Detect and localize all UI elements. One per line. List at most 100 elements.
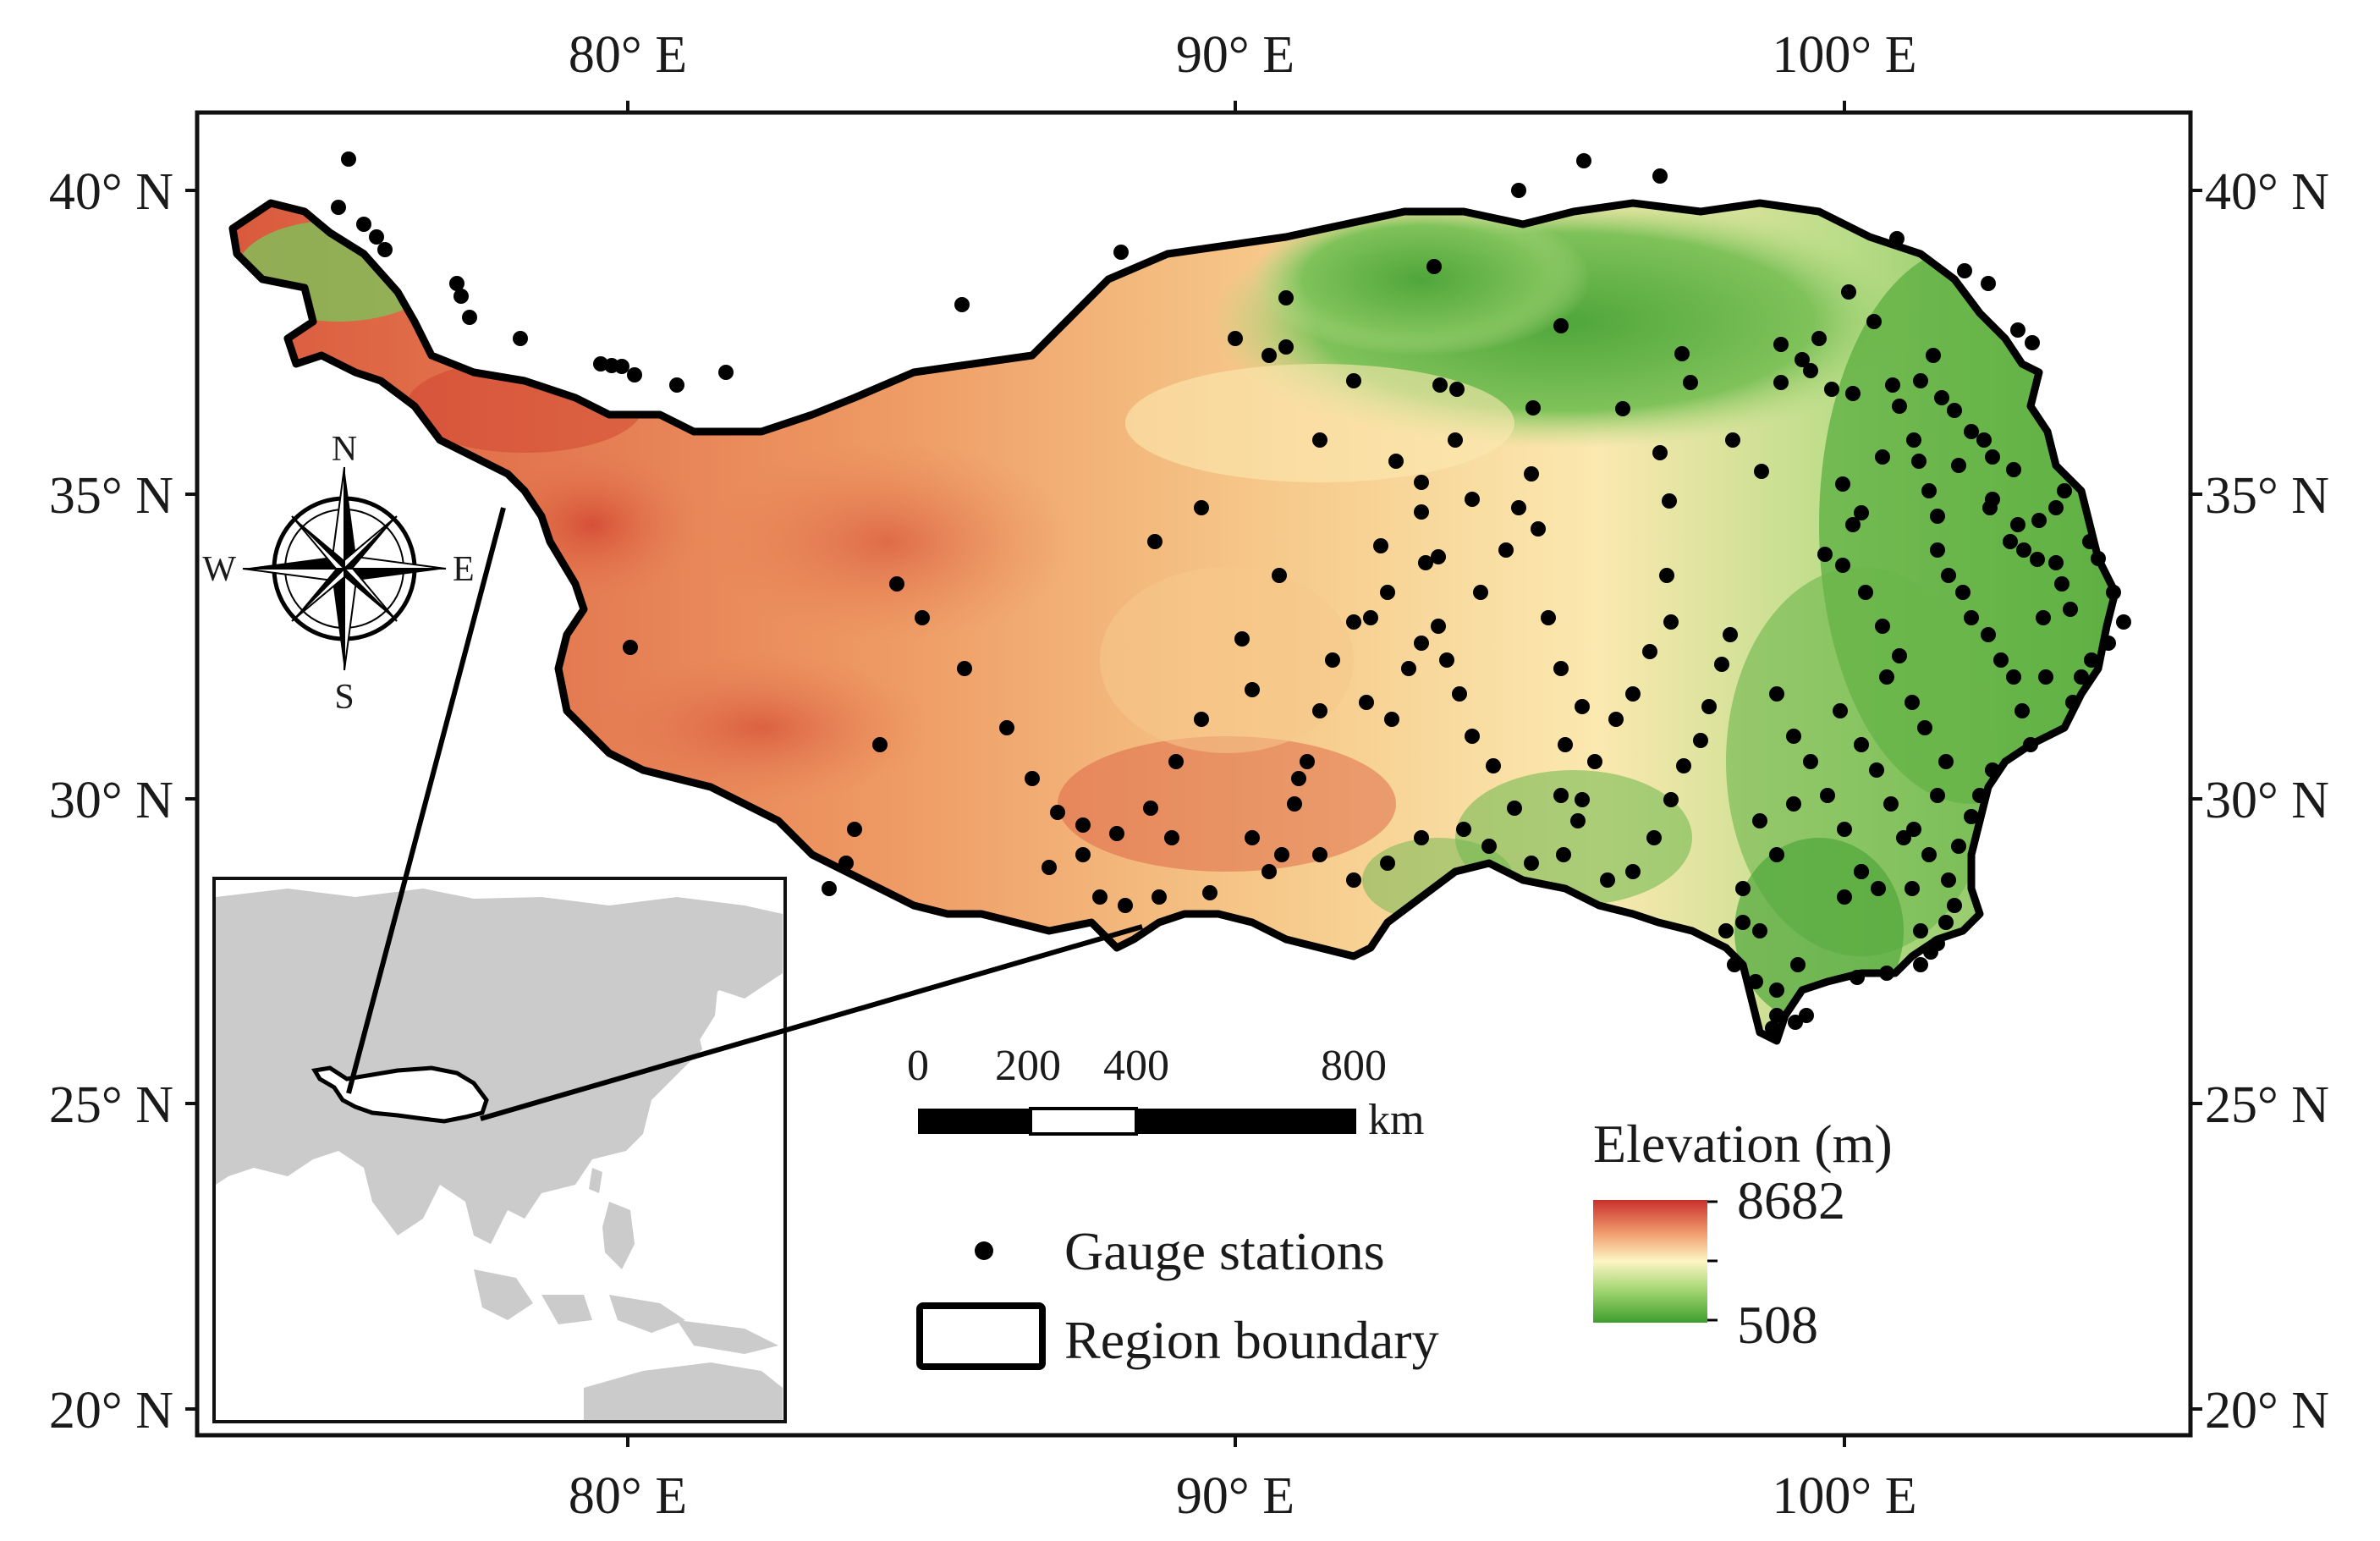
- gauge-station: [1803, 363, 1818, 378]
- gauge-station: [1278, 339, 1294, 355]
- gauge-station: [1917, 720, 1932, 735]
- gauge-station: [1346, 373, 1361, 388]
- compass-north-label: N: [332, 430, 357, 469]
- gauge-station: [1625, 864, 1641, 879]
- gauge-station: [2054, 576, 2069, 592]
- gauge-station: [1934, 390, 1949, 405]
- elevation-color-ramp: [1593, 1200, 1707, 1323]
- gauge-station: [1431, 549, 1446, 564]
- gauge-station: [1278, 290, 1294, 305]
- gauge-station: [1930, 788, 1945, 803]
- gauge-station: [1790, 957, 1806, 972]
- gauge-station: [1234, 631, 1250, 647]
- gauge-station: [2006, 669, 2021, 685]
- gauge-station: [1558, 737, 1573, 752]
- gauge-station: [669, 377, 684, 393]
- gauge-station: [2036, 610, 2051, 625]
- gauge-station: [1426, 259, 1442, 274]
- gauge-station: [1245, 682, 1260, 697]
- gauge-station: [1985, 492, 2000, 507]
- lat-label-right: 40° N: [2205, 163, 2329, 221]
- gauge-station: [1841, 284, 1856, 300]
- gauge-station: [1854, 864, 1869, 879]
- compass-rose: N S E W: [202, 430, 474, 717]
- scale-label-0: 0: [907, 1042, 929, 1090]
- gauge-station: [1325, 652, 1340, 668]
- gauge-station: [1274, 847, 1289, 862]
- gauge-stations: [331, 151, 2131, 1036]
- lat-label-left: 35° N: [49, 467, 173, 525]
- gauge-station: [369, 229, 384, 245]
- gauge-station: [1754, 464, 1769, 479]
- gauge-station: [1486, 758, 1501, 773]
- legend-boundary-label: Region boundary: [1064, 1310, 1439, 1370]
- inset-plateau: [311, 1065, 489, 1124]
- gauge-station: [957, 661, 972, 676]
- gauge-station: [1524, 856, 1539, 871]
- gauge-station: [1113, 245, 1129, 260]
- gauge-station: [1050, 805, 1065, 820]
- gauge-station: [1748, 974, 1763, 989]
- gauge-station: [1817, 547, 1833, 562]
- gauge-station: [2030, 552, 2045, 567]
- lon-label-top: 80° E: [569, 26, 687, 84]
- gauge-station: [1507, 801, 1522, 816]
- gauge-station: [1414, 830, 1429, 845]
- inset-map: [212, 877, 787, 1423]
- gauge-station: [1663, 614, 1679, 630]
- gauge-station: [1164, 830, 1179, 845]
- gauge-station: [1957, 263, 1972, 278]
- gauge-station: [1905, 695, 1920, 710]
- gauge-station: [2082, 534, 2097, 549]
- lon-label-bottom: 90° E: [1176, 1467, 1294, 1525]
- gauge-station: [1921, 483, 1937, 498]
- gauge-station: [513, 331, 528, 346]
- gauge-station: [2057, 483, 2072, 498]
- gauge-station: [1769, 847, 1784, 862]
- gauge-station: [1498, 542, 1514, 558]
- scale-bar-segment-3: [1136, 1109, 1356, 1134]
- gauge-station: [1418, 555, 1433, 570]
- gauge-station: [1964, 424, 1979, 439]
- gauge-station: [1228, 331, 1243, 346]
- gauge-station: [1401, 661, 1416, 676]
- gauge-station: [1261, 864, 1277, 879]
- gauge-station: [2116, 614, 2131, 630]
- elevation-legend-title: Elevation (m): [1593, 1114, 1893, 1174]
- gauge-station: [718, 365, 734, 380]
- gauge-station: [1858, 585, 1873, 600]
- gauge-station: [1291, 771, 1306, 786]
- gauge-station: [847, 822, 862, 837]
- lon-label-bottom: 80° E: [569, 1467, 687, 1525]
- lat-label-right: 35° N: [2205, 467, 2329, 525]
- gauge-station: [1674, 346, 1690, 361]
- gauge-station: [1194, 500, 1209, 515]
- gauge-station: [1769, 1008, 1784, 1023]
- gauge-station: [1143, 801, 1158, 816]
- scale-bar-segment-2: [1029, 1107, 1138, 1136]
- inset-asia-mainland: [216, 889, 783, 1244]
- gauge-station: [1245, 830, 1260, 845]
- gauge-station: [2048, 555, 2064, 570]
- gauge-station: [2074, 669, 2089, 685]
- gauge-station: [1431, 619, 1446, 634]
- inset-indonesia: [474, 1269, 778, 1354]
- gauge-station: [1769, 686, 1784, 702]
- compass-east-label: E: [453, 550, 475, 589]
- gauge-station: [1576, 153, 1591, 168]
- gauge-station: [1448, 432, 1463, 448]
- gauge-station: [1701, 699, 1717, 714]
- gauge-station: [1373, 538, 1388, 553]
- gauge-station: [1905, 881, 1920, 896]
- zoom-line-right: [480, 924, 1143, 1121]
- scale-unit: km: [1368, 1096, 1424, 1144]
- gauge-station: [1456, 822, 1471, 837]
- gauge-station: [627, 367, 642, 382]
- gauge-station: [1531, 521, 1546, 537]
- graticule-ticks: [185, 101, 2202, 1447]
- gauge-station: [1913, 957, 1928, 972]
- gauge-station: [2031, 513, 2047, 528]
- scale-bar-segment-1: [918, 1109, 1031, 1134]
- graticule-labels: 80° E 80° E 90° E 90° E 100° E 100° E 40° N 40°…: [49, 26, 2329, 1525]
- gauge-station: [1663, 792, 1679, 807]
